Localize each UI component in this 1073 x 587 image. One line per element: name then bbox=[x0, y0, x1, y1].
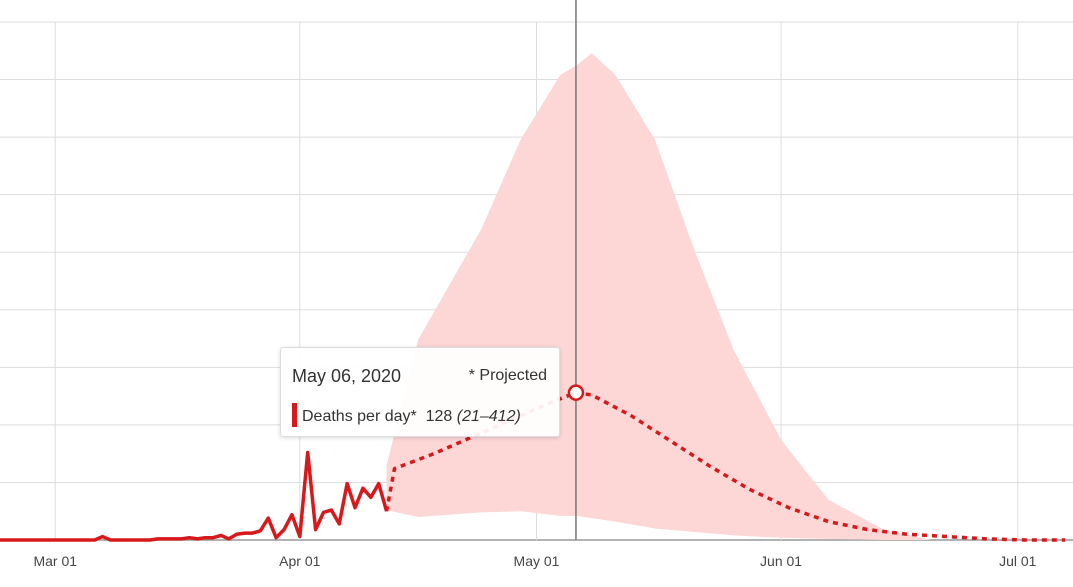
tooltip-note: * Projected bbox=[468, 367, 547, 384]
x-tick-label: Mar 01 bbox=[33, 553, 77, 569]
tooltip-row: Deaths per day* 128 (21–412) bbox=[292, 403, 521, 427]
x-tick-label: May 01 bbox=[514, 553, 560, 569]
tooltip-range: (21–412) bbox=[456, 408, 521, 425]
x-tick-label: Jul 01 bbox=[999, 553, 1037, 569]
tooltip-value: 128 bbox=[425, 408, 453, 425]
tooltip-date: May 06, 2020 bbox=[292, 366, 402, 386]
x-tick-label: Apr 01 bbox=[279, 553, 320, 569]
series-line bbox=[384, 390, 1066, 542]
tooltip-series: Deaths per day* bbox=[302, 408, 417, 425]
hover-point bbox=[567, 384, 585, 401]
tooltip-swatch bbox=[292, 403, 297, 427]
tooltip: May 06, 2020 * Projected Deaths per day*… bbox=[280, 347, 560, 437]
series-line bbox=[0, 450, 389, 542]
uncertainty-band bbox=[386, 53, 931, 540]
x-tick-label: Jun 01 bbox=[760, 553, 802, 569]
